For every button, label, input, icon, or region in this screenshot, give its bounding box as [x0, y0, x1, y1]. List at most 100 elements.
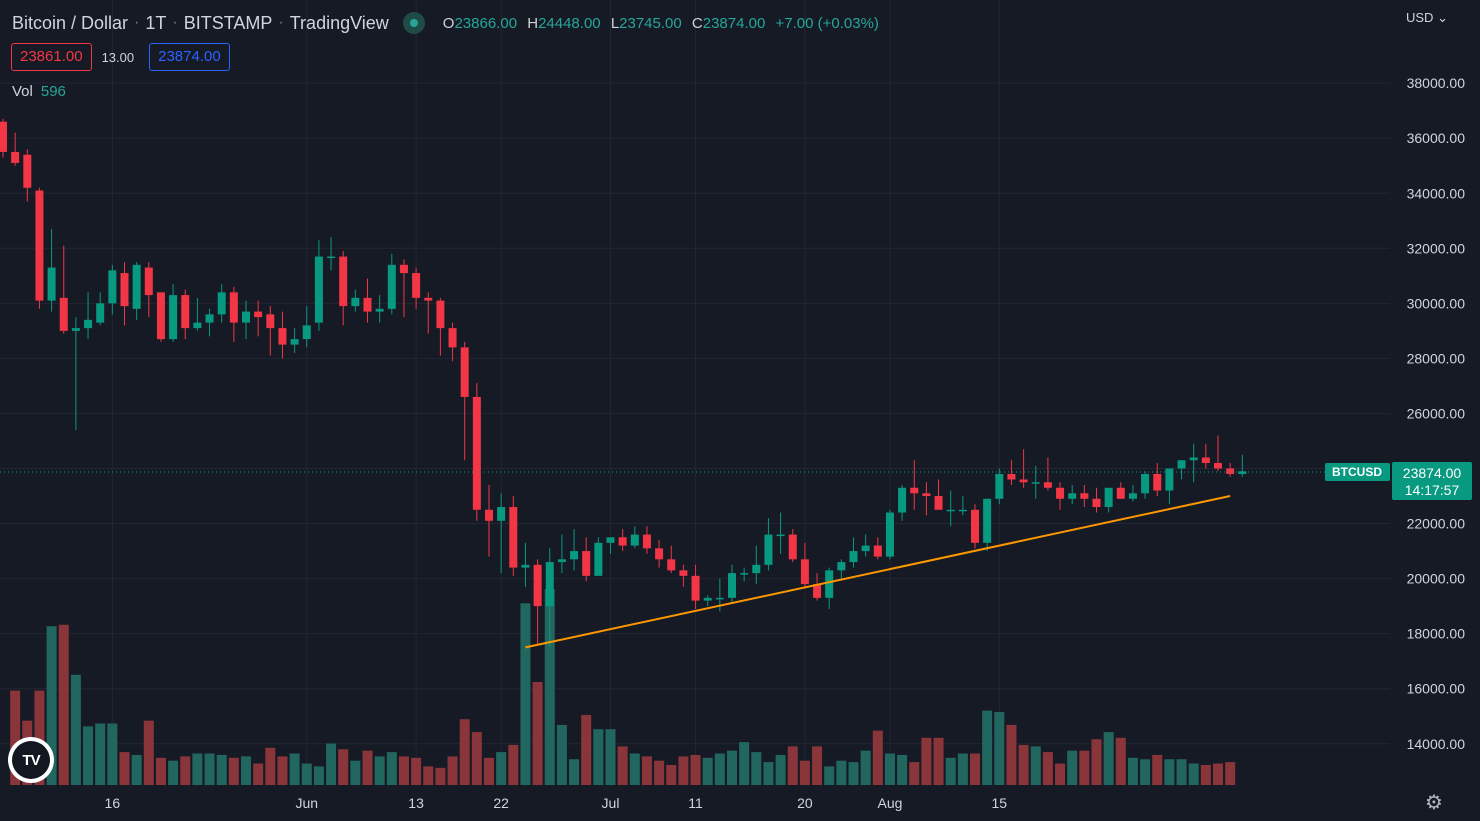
candle[interactable]	[679, 564, 688, 587]
candle[interactable]	[533, 559, 542, 645]
candle[interactable]	[327, 237, 336, 271]
candle[interactable]	[485, 485, 493, 557]
candle[interactable]	[339, 251, 348, 326]
candle[interactable]	[229, 286, 238, 342]
candle[interactable]	[728, 564, 736, 604]
candle[interactable]	[1007, 460, 1016, 486]
candle[interactable]	[618, 529, 627, 552]
symbol-name[interactable]: Bitcoin / Dollar	[12, 12, 129, 33]
candle[interactable]	[254, 300, 263, 337]
candle[interactable]	[1165, 468, 1174, 505]
candle[interactable]	[96, 292, 105, 326]
candle[interactable]	[84, 292, 93, 340]
candle[interactable]	[424, 292, 433, 334]
candle[interactable]	[108, 264, 117, 315]
candle[interactable]	[59, 245, 68, 334]
candle[interactable]	[497, 493, 506, 574]
candle[interactable]	[557, 534, 566, 574]
candle[interactable]	[242, 300, 250, 340]
candle[interactable]	[314, 240, 323, 331]
candle[interactable]	[11, 132, 20, 166]
candle[interactable]	[971, 504, 979, 549]
candle[interactable]	[521, 542, 530, 587]
currency-selector[interactable]: USD ⌄	[1406, 10, 1448, 26]
candle[interactable]	[1019, 449, 1028, 488]
candle[interactable]	[472, 383, 481, 521]
candle[interactable]	[278, 311, 287, 359]
candle[interactable]	[1238, 454, 1247, 477]
candle[interactable]	[630, 526, 639, 549]
candle[interactable]	[132, 262, 141, 320]
candle[interactable]	[740, 567, 749, 582]
gear-icon[interactable]: ⚙	[1425, 792, 1443, 814]
candle[interactable]	[594, 537, 603, 576]
candle[interactable]	[545, 548, 554, 648]
candle[interactable]	[1043, 457, 1052, 491]
candle[interactable]	[193, 297, 202, 331]
candle[interactable]	[606, 537, 615, 554]
candle[interactable]	[570, 529, 579, 571]
candle[interactable]	[1177, 460, 1186, 480]
candle[interactable]	[995, 468, 1004, 505]
candle[interactable]	[0, 118, 7, 158]
candle[interactable]	[655, 540, 664, 568]
candle[interactable]	[23, 149, 32, 202]
candle[interactable]	[387, 253, 396, 315]
candle[interactable]	[1068, 485, 1077, 505]
interval-label[interactable]: 1T	[145, 12, 167, 33]
candle[interactable]	[169, 284, 178, 342]
candle[interactable]	[1128, 485, 1137, 502]
candle[interactable]	[1153, 462, 1162, 497]
candle[interactable]	[399, 259, 408, 318]
candle[interactable]	[1104, 487, 1113, 513]
candle[interactable]	[1201, 443, 1210, 469]
candle[interactable]	[436, 297, 445, 356]
candle[interactable]	[861, 534, 870, 557]
candle[interactable]	[181, 289, 190, 340]
candle[interactable]	[120, 262, 129, 326]
candle[interactable]	[509, 496, 518, 576]
candle[interactable]	[144, 262, 153, 318]
candle[interactable]	[764, 518, 773, 571]
sell-button[interactable]: 23861.00	[11, 43, 92, 71]
candle[interactable]	[1141, 471, 1150, 499]
candle[interactable]	[837, 559, 846, 579]
candle[interactable]	[898, 485, 907, 521]
candle[interactable]	[667, 545, 676, 574]
candle[interactable]	[1056, 482, 1065, 510]
candle[interactable]	[691, 564, 700, 609]
candle[interactable]	[290, 328, 299, 353]
candle[interactable]	[351, 289, 360, 312]
candle[interactable]	[1226, 462, 1235, 477]
candle[interactable]	[788, 529, 797, 563]
buy-button[interactable]: 23874.00	[149, 43, 230, 71]
candle[interactable]	[752, 545, 761, 585]
candle[interactable]	[849, 537, 858, 568]
market-status-icon[interactable]	[402, 12, 425, 34]
candle[interactable]	[934, 479, 943, 510]
candle[interactable]	[302, 306, 311, 348]
candle[interactable]	[217, 284, 226, 323]
candle[interactable]	[1080, 485, 1089, 508]
candle[interactable]	[71, 317, 80, 430]
candle[interactable]	[156, 292, 165, 342]
candle[interactable]	[958, 496, 967, 516]
candle[interactable]	[946, 490, 955, 527]
candle[interactable]	[1031, 465, 1040, 499]
candle[interactable]	[1116, 482, 1125, 499]
volume-legend[interactable]: Vol 596	[12, 83, 66, 100]
candle[interactable]	[448, 322, 457, 362]
candle[interactable]	[582, 537, 591, 582]
candle[interactable]	[825, 567, 834, 609]
candle[interactable]	[205, 308, 214, 337]
candle[interactable]	[873, 537, 882, 560]
candle[interactable]	[460, 341, 469, 461]
candle[interactable]	[703, 595, 712, 607]
trendline[interactable]	[525, 495, 1231, 649]
candle[interactable]	[642, 526, 651, 554]
candle[interactable]	[47, 229, 56, 312]
candle[interactable]	[800, 542, 809, 587]
candle[interactable]	[363, 278, 372, 323]
candle[interactable]	[885, 509, 894, 560]
candle[interactable]	[1092, 487, 1101, 513]
